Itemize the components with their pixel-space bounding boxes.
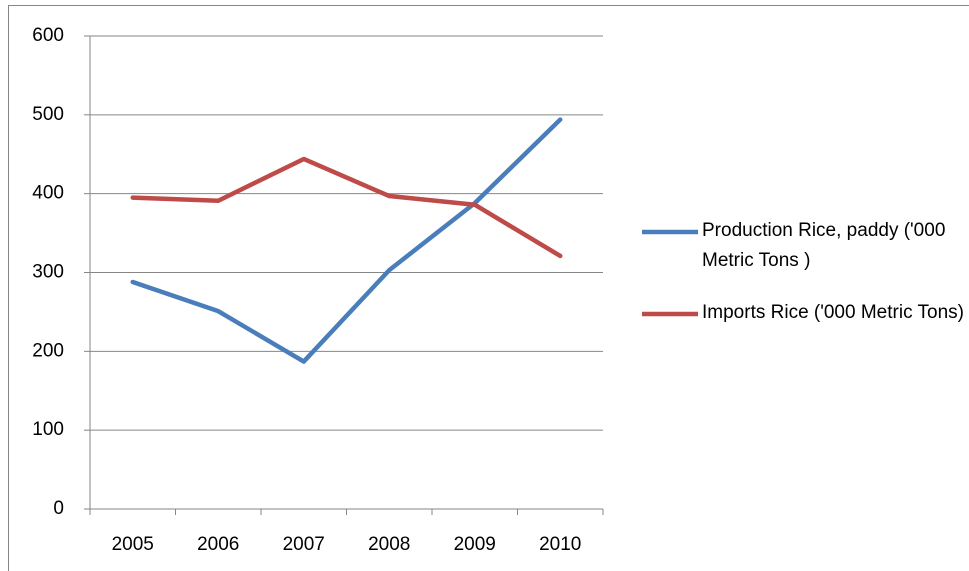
y-tick-label: 500 [32, 104, 64, 125]
legend-label: Imports Rice ('000 Metric Tons) [702, 302, 964, 323]
x-tick-label: 2008 [368, 534, 410, 555]
x-tick-label: 2010 [539, 534, 581, 555]
data-line [130, 156, 563, 259]
y-tick-label: 600 [32, 25, 64, 46]
y-tick-label: 0 [53, 498, 64, 519]
y-tick-label: 100 [32, 419, 64, 440]
data-line [130, 117, 563, 364]
y-tick-label: 300 [32, 262, 64, 283]
chart-border [8, 5, 969, 571]
x-tick-label: 2007 [283, 534, 325, 555]
x-tick-label: 2009 [454, 534, 496, 555]
y-tick-label: 200 [32, 340, 64, 361]
legend-label: Production Rice, paddy ('000 Metric Tons… [702, 220, 946, 271]
y-tick-label: 400 [32, 183, 64, 204]
x-tick-label: 2005 [112, 534, 154, 555]
x-tick-label: 2006 [197, 534, 239, 555]
